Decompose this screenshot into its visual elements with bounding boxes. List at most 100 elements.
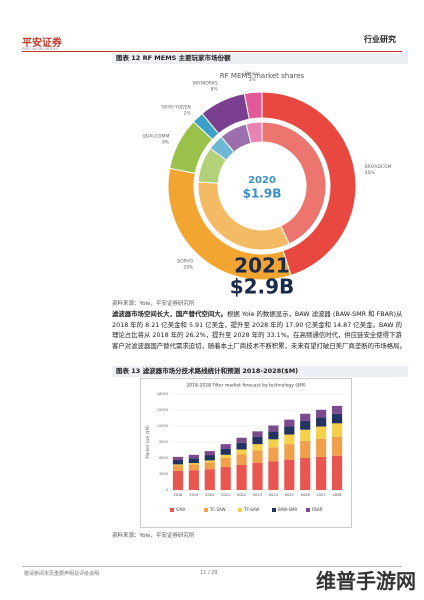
donut-segment bbox=[245, 121, 263, 144]
watermark: 维普手游网 bbox=[316, 569, 416, 593]
segment-label: QORVO bbox=[177, 259, 194, 265]
bar-segment bbox=[331, 455, 343, 490]
center-year: 2020 bbox=[248, 175, 276, 186]
paragraph: 滤波器市场空间长大，国产替代空间大。根据 Yole 的数据显示，BAW 滤波器 … bbox=[112, 309, 408, 351]
chart-title: 2018-2028 Filter market forecast by tech… bbox=[186, 383, 305, 389]
y-axis-label: Market size ($M) bbox=[145, 425, 150, 459]
bar-segment bbox=[300, 440, 311, 458]
center-total: $1.9B bbox=[243, 187, 282, 201]
section: 行业研究 bbox=[364, 35, 396, 44]
bar-segment bbox=[220, 454, 231, 458]
x-tick-label: 2019 bbox=[189, 493, 198, 497]
x-tick-label: 2020 bbox=[205, 493, 214, 497]
caption: 图表 12 RF MEMS 主要玩家市场份额 bbox=[112, 53, 408, 64]
y-tick-label: 9000 bbox=[159, 440, 168, 444]
bar-segment bbox=[284, 419, 295, 427]
bar-segment bbox=[316, 409, 327, 418]
bar-segment bbox=[331, 413, 343, 424]
footer-rule bbox=[22, 566, 402, 567]
bar-segment bbox=[236, 464, 247, 490]
bar-segment bbox=[204, 469, 215, 490]
bar-segment bbox=[300, 420, 311, 430]
bar-segment bbox=[204, 455, 215, 461]
logo: 平安证券 bbox=[22, 38, 62, 49]
bar-segment bbox=[300, 413, 311, 421]
bar-segment bbox=[268, 439, 279, 448]
legend-label: TF-SAW bbox=[243, 507, 259, 512]
bar-segment bbox=[268, 425, 279, 432]
bar-segment bbox=[252, 450, 263, 463]
bar-segment bbox=[300, 458, 311, 490]
bar-segment bbox=[188, 470, 199, 490]
legend-swatch bbox=[238, 508, 242, 512]
bar-segment bbox=[220, 448, 231, 455]
bar-segment bbox=[204, 462, 215, 470]
legend-swatch bbox=[204, 508, 208, 512]
legend-label: TC-SAW bbox=[209, 507, 226, 512]
outer-total: $2.9B bbox=[230, 275, 295, 299]
segment-value: 9% bbox=[162, 139, 170, 145]
x-tick-label: 2021 bbox=[221, 493, 230, 497]
x-tick-label: 2018 bbox=[173, 493, 182, 497]
donut-segment bbox=[261, 91, 357, 277]
bar-segment bbox=[236, 449, 247, 455]
segment-label: BROADCOM bbox=[365, 164, 392, 170]
bar-segment bbox=[188, 454, 199, 459]
caption: 图表 13 滤波器市场分技术路线统计和预测 2018-2028($M) bbox=[112, 366, 408, 377]
page-number: 11 / 29 bbox=[200, 570, 218, 576]
segment-label: Others bbox=[245, 71, 261, 77]
bar-segment bbox=[284, 426, 295, 435]
bar-segment bbox=[316, 417, 327, 427]
bar-segment bbox=[236, 437, 247, 443]
source: 资料来源：Yole，平安证券研究所 bbox=[112, 301, 195, 307]
bar-segment bbox=[172, 456, 184, 461]
source: 资料来源：Yole，平安证券研究所 bbox=[112, 533, 195, 539]
segment-value: 45% bbox=[365, 170, 376, 176]
x-tick-label: 2026 bbox=[301, 493, 310, 497]
y-tick-label: 0 bbox=[166, 488, 168, 492]
bar-segment bbox=[172, 465, 184, 471]
bar-segment bbox=[172, 470, 184, 490]
segment-label: SKYWORKS bbox=[192, 80, 217, 86]
bar-segment bbox=[268, 447, 279, 462]
x-tick-label: 2025 bbox=[285, 493, 294, 497]
legend-swatch bbox=[272, 508, 276, 512]
bar-segment bbox=[204, 460, 215, 463]
segment-value: 8% bbox=[211, 86, 219, 92]
bar-segment bbox=[220, 467, 231, 490]
header-rule bbox=[22, 51, 402, 52]
legend-swatch bbox=[306, 508, 310, 512]
outer-year: 2021 bbox=[234, 254, 290, 278]
x-tick-label: 2023 bbox=[253, 493, 262, 497]
segment-label: TAIYO YUDEN bbox=[160, 105, 191, 111]
bar-segment bbox=[220, 444, 231, 449]
bar-segment bbox=[331, 436, 343, 456]
bar-segment bbox=[172, 464, 184, 466]
bar-segment bbox=[300, 429, 311, 441]
bar-segment bbox=[284, 434, 295, 445]
bar-segment bbox=[284, 459, 295, 490]
legend-label: FBAR bbox=[312, 507, 323, 512]
bar-segment bbox=[236, 442, 247, 450]
segment-value: 33% bbox=[183, 265, 194, 271]
bar-segment bbox=[220, 458, 231, 468]
y-tick-label: 15000 bbox=[157, 408, 168, 412]
bar-segment bbox=[331, 405, 343, 414]
bar-segment bbox=[188, 458, 199, 464]
legend-label: SAW bbox=[176, 507, 185, 512]
segment-value: 2% bbox=[184, 111, 192, 117]
bar-segment bbox=[268, 431, 279, 440]
bar-segment bbox=[268, 461, 279, 490]
footer-note: 敬请参阅末页重要声明及评级说明 bbox=[24, 571, 100, 577]
x-tick-label: 2027 bbox=[317, 493, 326, 497]
bar-segment bbox=[252, 444, 263, 451]
bar-segment bbox=[284, 444, 295, 460]
y-tick-label: 12000 bbox=[157, 424, 168, 428]
bar-segment bbox=[188, 463, 199, 465]
x-tick-label: 2028 bbox=[333, 493, 342, 497]
logo-sub: PING AN SECURITIES bbox=[22, 47, 59, 51]
donut-segment bbox=[243, 91, 263, 120]
segment-label: QUALCOMM bbox=[142, 133, 169, 139]
